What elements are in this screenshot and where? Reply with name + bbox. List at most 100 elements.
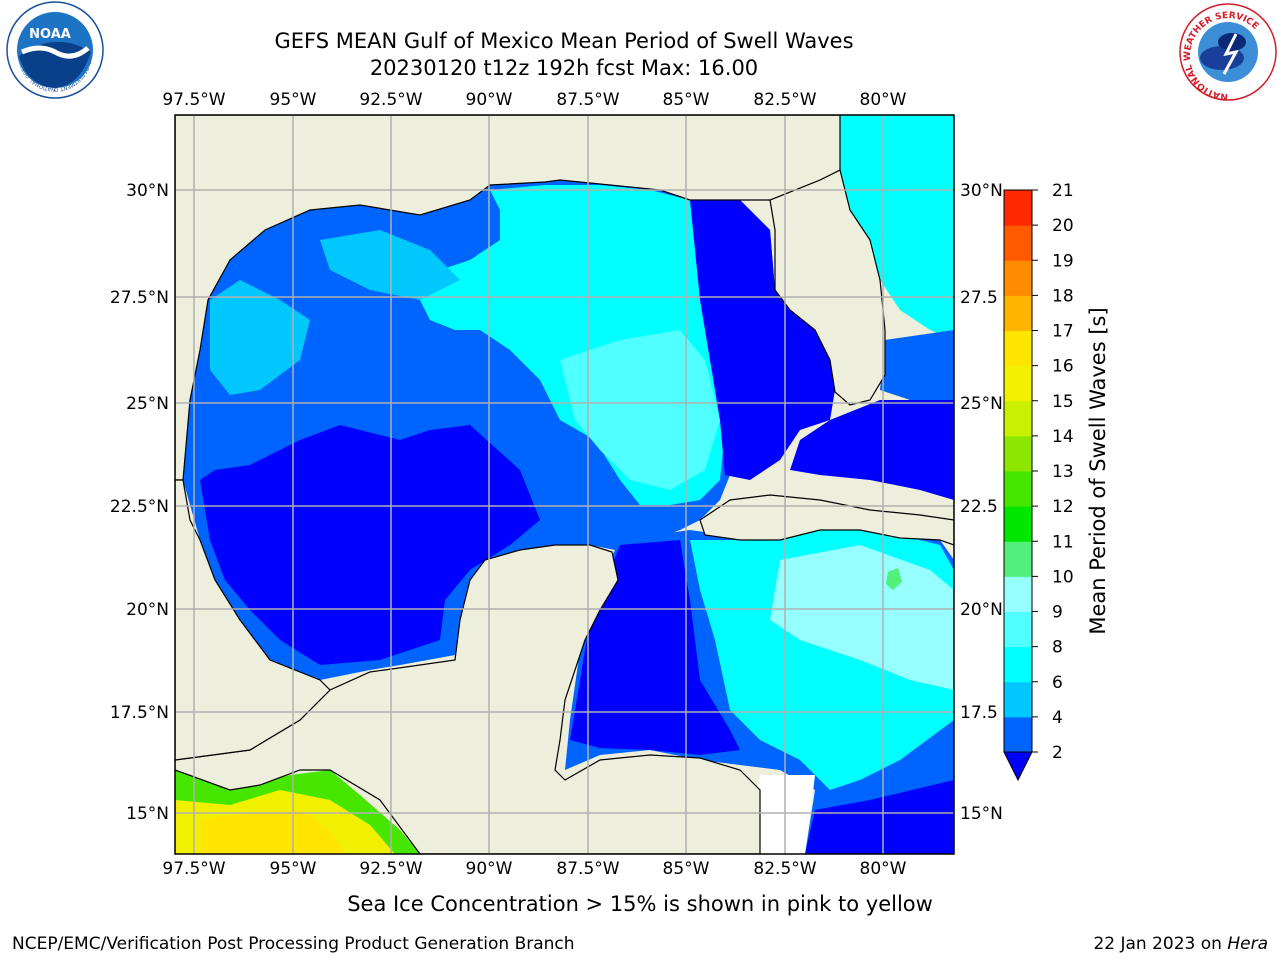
credit-text: NCEP/EMC/Verification Post Processing Pr… <box>12 934 575 954</box>
colorbar-swatch <box>1004 295 1032 331</box>
gulf-deep-blue-east <box>690 200 835 480</box>
machine-name: Hera <box>1227 934 1268 954</box>
lat-label-left: 22.5°N <box>110 497 169 517</box>
colorbar-tick-label: 13 <box>1052 462 1074 482</box>
lon-label-top: 80°W <box>860 90 907 110</box>
lat-label-right: 22.5 <box>960 497 998 517</box>
atlantic-blue <box>880 330 954 410</box>
lat-label-right: 20°N <box>960 600 1003 620</box>
colorbar-tick-label: 20 <box>1052 216 1074 236</box>
lon-label-bottom: 92.5°W <box>359 859 422 879</box>
colorbar-swatch <box>1004 400 1032 437</box>
gulf-cyan-west <box>210 280 310 395</box>
colorbar-under-arrow <box>1003 751 1033 782</box>
atlantic-cyan <box>840 115 954 340</box>
lat-label-left: 25°N <box>126 394 169 414</box>
colorbar-tick-label: 18 <box>1052 286 1074 306</box>
colorbar-swatch <box>1004 471 1032 507</box>
lat-label-right: 30°N <box>960 181 1003 201</box>
lon-label-top: 95°W <box>270 90 317 110</box>
colorbar-swatch <box>1004 225 1032 261</box>
colorbar-swatch <box>1004 190 1032 226</box>
lat-label-left: 20°N <box>126 600 169 620</box>
lat-label-right: 15°N <box>960 804 1003 824</box>
us-gulf-coast <box>175 115 841 481</box>
lat-label-left: 15°N <box>126 804 169 824</box>
gulf-pale-cyan-core <box>560 330 720 490</box>
nws-logo: NATIONAL WEATHER SERVICE National Weathe… <box>1179 3 1277 101</box>
colorbar-tick-label: 16 <box>1052 357 1074 377</box>
colorbar-swatch <box>1004 506 1032 542</box>
colorbar-tick-label: 8 <box>1052 638 1063 658</box>
colorbar-swatch <box>1004 646 1032 683</box>
lon-label-top: 85°W <box>663 90 710 110</box>
lat-label-left: 17.5°N <box>110 703 169 723</box>
colorbar-swatch <box>1004 365 1032 402</box>
florida-straits-deep-blue <box>790 400 954 500</box>
lon-label-bottom: 97.5°W <box>162 859 225 879</box>
colorbar-tick-label: 9 <box>1052 603 1063 623</box>
mexico-west-coast <box>175 479 331 761</box>
lat-label-right: 17.5 <box>960 703 998 723</box>
lon-label-bottom: 80°W <box>860 859 907 879</box>
sea-ice-note: Sea Ice Concentration > 15% is shown in … <box>347 892 933 916</box>
lat-label-right: 27.5 <box>960 288 998 308</box>
date-text: 22 Jan 2023 on Hera <box>1093 934 1268 954</box>
title-line-1: GEFS MEAN Gulf of Mexico Mean Period of … <box>274 29 853 53</box>
map-gridlines <box>175 115 954 854</box>
lon-label-bottom: 90°W <box>466 859 513 879</box>
lon-label-top: 97.5°W <box>162 90 225 110</box>
caribbean-deep-blue-south <box>805 780 954 854</box>
lat-label-left: 27.5°N <box>110 288 169 308</box>
date-prefix: 22 Jan 2023 on <box>1093 934 1227 954</box>
colorbar-tick-label: 17 <box>1052 322 1074 342</box>
swell-period-field <box>175 115 954 854</box>
lon-labels-bottom: 97.5°W 95°W 92.5°W 90°W 87.5°W 85°W 82.5… <box>162 859 906 879</box>
map-panel <box>175 115 954 854</box>
lat-labels-right: 30°N 27.5 25°N 22.5 20°N 17.5 15°N <box>960 181 1003 824</box>
lat-labels-left: 30°N 27.5°N 25°N 22.5°N 20°N 17.5°N 15°N <box>110 181 169 824</box>
colorbar-label: Mean Period of Swell Waves [s] <box>1086 307 1110 634</box>
lon-label-bottom: 85°W <box>663 859 710 879</box>
lon-label-top: 90°W <box>466 90 513 110</box>
lat-label-left: 30°N <box>126 181 169 201</box>
colorbar-tick-label: 14 <box>1052 427 1074 447</box>
colorbar-swatch <box>1004 576 1032 612</box>
colorbar: 2 4 6 8 9 10 11 12 13 14 15 16 17 18 19 20 21 <box>1003 181 1074 782</box>
colorbar-swatch <box>1004 681 1032 718</box>
colorbar-swatch <box>1004 716 1032 753</box>
lon-label-top: 82.5°W <box>753 90 816 110</box>
colorbar-tick-label: 19 <box>1052 251 1074 271</box>
colorbar-swatch <box>1004 611 1032 648</box>
title-line-2: 20230120 t12z 192h fcst Max: 16.00 <box>370 56 758 80</box>
lat-label-right: 25°N <box>960 394 1003 414</box>
colorbar-tick-label: 21 <box>1052 181 1074 201</box>
noaa-logo-text: NOAA <box>29 27 71 42</box>
lon-labels-top: 97.5°W 95°W 92.5°W 90°W 87.5°W 85°W 82.5… <box>162 90 906 110</box>
colorbar-tick-label: 11 <box>1052 532 1074 552</box>
lon-label-bottom: 82.5°W <box>753 859 816 879</box>
lon-label-bottom: 95°W <box>270 859 317 879</box>
lon-label-top: 87.5°W <box>556 90 619 110</box>
colorbar-tick-label: 2 <box>1052 743 1063 763</box>
land-masses <box>175 115 954 854</box>
pacific-bright-yellow <box>200 810 345 854</box>
lon-label-bottom: 87.5°W <box>556 859 619 879</box>
gulf-cyan-north <box>320 230 460 300</box>
colorbar-tick-label: 12 <box>1052 497 1074 517</box>
colorbar-swatch <box>1004 435 1032 472</box>
noaa-logo: NATIONAL OCEANIC AND ATMOSPHERIC ADMINIS… <box>0 0 104 99</box>
caribbean-pale-cyan <box>770 545 954 690</box>
caribbean-deep-blue-west <box>570 540 740 755</box>
colorbar-tick-label: 4 <box>1052 708 1063 728</box>
colorbar-swatch <box>1004 330 1032 367</box>
lon-label-top: 92.5°W <box>359 90 422 110</box>
cuba <box>699 494 954 546</box>
colorbar-swatch <box>1004 541 1032 577</box>
map-frame <box>174 114 955 855</box>
colorbar-swatch <box>1004 260 1032 296</box>
colorbar-tick-label: 6 <box>1052 673 1063 693</box>
caribbean-green-spot <box>886 568 902 590</box>
colorbar-tick-label: 10 <box>1052 567 1074 587</box>
